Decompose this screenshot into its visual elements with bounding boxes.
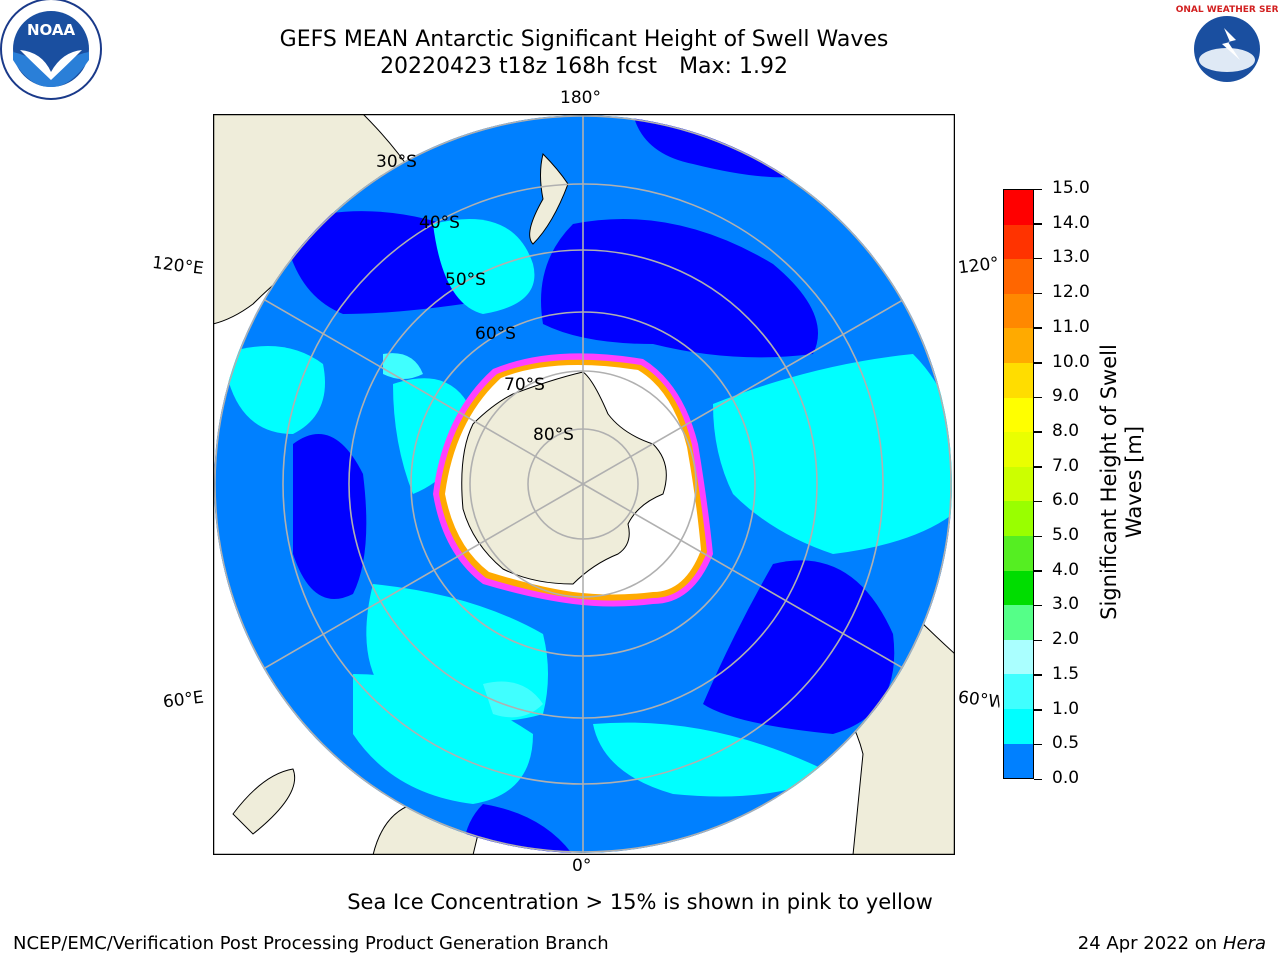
colorbar-segment xyxy=(1004,397,1033,433)
footer-host: Hera xyxy=(1222,933,1266,954)
map-frame xyxy=(213,114,955,855)
land-madagascar xyxy=(232,768,296,835)
colorbar-tick-label: 2.0 xyxy=(1052,629,1080,650)
colorbar-tick-label: 0.0 xyxy=(1052,768,1080,788)
colorbar-tick-mark xyxy=(1034,709,1042,711)
moderate-swell-region xyxy=(713,354,952,554)
low-swell-region xyxy=(293,434,367,599)
colorbar-tick-mark xyxy=(1034,223,1042,225)
colorbar-tick-mark xyxy=(1034,257,1042,260)
colorbar-tick-label: 9.0 xyxy=(1052,386,1080,407)
colorbar-label: Significant Height of Swell Waves [m] xyxy=(1097,344,1146,620)
colorbar-segment xyxy=(1004,466,1033,502)
colorbar-tick-label: 15.0 xyxy=(1052,178,1090,198)
low-swell-region xyxy=(703,560,895,734)
colorbar-tick-mark xyxy=(1034,327,1042,329)
nws-logo-text: NATIONAL WEATHER SERVICE xyxy=(1176,5,1278,15)
colorbar-segment xyxy=(1004,570,1033,606)
colorbar-tick-label: 7.0 xyxy=(1052,455,1080,476)
lon-label-120e: 120°E xyxy=(150,252,205,280)
lon-label-120w: 120°W xyxy=(956,253,1000,279)
colorbar-tick-label: 10.0 xyxy=(1052,351,1090,372)
colorbar-segment xyxy=(1004,362,1033,398)
colorbar-tick-label: 5.0 xyxy=(1052,525,1080,546)
colorbar-tick-label: 13.0 xyxy=(1052,247,1090,268)
colorbar-tick-mark xyxy=(1034,292,1042,295)
lat-label-70s: 70°S xyxy=(504,375,545,395)
colorbar-tick-label: 14.0 xyxy=(1052,212,1090,233)
colorbar-tick-label: 0.5 xyxy=(1052,733,1080,754)
lon-label-180: 180° xyxy=(560,88,601,108)
colorbar-segment xyxy=(1004,708,1033,744)
graticule xyxy=(214,115,952,853)
land-antarctica xyxy=(461,371,667,585)
colorbar-segment xyxy=(1004,501,1033,536)
colorbar-tick-mark xyxy=(1034,674,1042,676)
colorbar-tick-label: 6.0 xyxy=(1052,490,1080,511)
lon-label-0: 0° xyxy=(572,856,592,876)
colorbar-segment xyxy=(1004,674,1033,709)
lat-label-40s: 40°S xyxy=(419,213,460,233)
lat-label-30s: 30°S xyxy=(376,152,417,172)
colorbar-segment xyxy=(1004,639,1033,675)
sea-ice-note: Sea Ice Concentration > 15% is shown in … xyxy=(347,890,933,914)
max-value: Max: 1.92 xyxy=(679,54,788,79)
lon-label-60e: 60°E xyxy=(161,687,205,713)
lat-label-80s: 80°S xyxy=(533,425,574,445)
footer-credit: NCEP/EMC/Verification Post Processing Pr… xyxy=(13,933,609,954)
noaa-logo: NOAA xyxy=(0,0,102,100)
colorbar-segment xyxy=(1004,224,1033,260)
colorbar-tick-mark xyxy=(1034,743,1042,746)
colorbar-segment xyxy=(1004,328,1033,363)
run-info: 20220423 t18z 168h fcst xyxy=(380,54,658,79)
moderate-swell-region xyxy=(353,674,533,804)
colorbar-tick-label: 3.0 xyxy=(1052,594,1080,615)
colorbar-tick-label: 8.0 xyxy=(1052,420,1080,441)
colorbar-tick-label: 12.0 xyxy=(1052,282,1090,303)
moderate-swell-region xyxy=(393,378,473,494)
moderate-swell-region xyxy=(593,722,833,797)
higher-swell-region xyxy=(483,681,543,718)
low-swell-region xyxy=(541,219,818,358)
polar-map xyxy=(213,114,955,855)
colorbar-tick-mark xyxy=(1034,535,1042,538)
colorbar-tick-label: 4.0 xyxy=(1052,559,1080,580)
colorbar-tick-label: 1.0 xyxy=(1052,698,1080,719)
colorbar-tick-mark xyxy=(1034,396,1042,399)
land-new-zealand xyxy=(529,153,569,245)
nws-logo: NATIONAL WEATHER SERVICE xyxy=(1176,1,1278,97)
colorbar-segment xyxy=(1004,190,1033,225)
lon-label-60w: 60°W xyxy=(956,687,1002,713)
colorbar-tick-mark xyxy=(1034,500,1042,503)
colorbar-tick-label: 1.5 xyxy=(1052,663,1080,684)
colorbar-tick-mark xyxy=(1034,639,1042,642)
colorbar-tick-mark xyxy=(1034,604,1042,607)
chart-title: GEFS MEAN Antarctic Significant Height o… xyxy=(279,27,889,52)
colorbar-tick-mark xyxy=(1034,778,1042,780)
colorbar-segment xyxy=(1004,605,1033,640)
colorbar-tick-mark xyxy=(1034,188,1042,190)
footer-date: 24 Apr 2022 on Hera xyxy=(1078,933,1266,954)
higher-swell-region xyxy=(383,353,423,379)
colorbar-tick-mark xyxy=(1034,431,1042,433)
colorbar-tick-mark xyxy=(1034,466,1042,468)
moderate-swell-region xyxy=(433,219,535,314)
footer-date-text: 24 Apr 2022 on xyxy=(1077,933,1223,954)
colorbar-segment xyxy=(1004,259,1033,294)
colorbar-tick-label: 11.0 xyxy=(1052,316,1090,337)
colorbar-segment xyxy=(1004,535,1033,571)
colorbar-tick-mark xyxy=(1034,570,1042,572)
chart-subtitle: 20220423 t18z 168h fcst Max: 1.92 xyxy=(0,54,1168,80)
lat-label-50s: 50°S xyxy=(445,270,486,290)
moderate-swell-region xyxy=(223,346,325,434)
lat-label-60s: 60°S xyxy=(475,324,516,344)
colorbar-segment xyxy=(1004,432,1033,467)
colorbar-segment xyxy=(1004,293,1033,329)
colorbar xyxy=(1003,189,1034,779)
colorbar-tick-mark xyxy=(1034,362,1042,364)
noaa-logo-text: NOAA xyxy=(27,21,76,39)
colorbar-segment xyxy=(1004,743,1033,779)
